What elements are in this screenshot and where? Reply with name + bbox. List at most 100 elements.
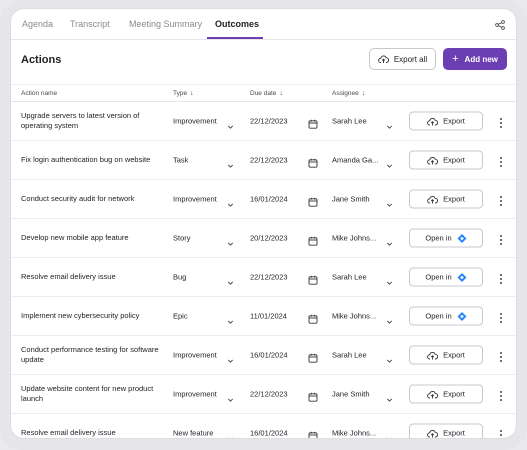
more-options-icon[interactable]: [499, 233, 503, 245]
cloud-upload-icon: [377, 55, 389, 63]
export-button[interactable]: Export: [409, 189, 483, 209]
more-options-icon[interactable]: [499, 389, 503, 401]
due-date-field[interactable]: 16/01/2024: [250, 350, 288, 360]
add-new-label: Add new: [464, 54, 498, 64]
due-date-field[interactable]: 11/01/2024: [250, 311, 287, 321]
due-date-field[interactable]: 22/12/2023: [250, 389, 288, 399]
chevron-down-icon[interactable]: [227, 430, 234, 438]
col-type-label: Type: [173, 90, 188, 97]
type-select[interactable]: Story: [173, 233, 191, 243]
due-date-field[interactable]: 16/01/2024: [250, 428, 288, 438]
calendar-icon[interactable]: [308, 233, 318, 246]
tab-transcript[interactable]: Transcript: [70, 19, 110, 29]
type-select[interactable]: Improvement: [173, 350, 217, 360]
action-name-cell: Fix login authentication bug on website: [21, 155, 151, 164]
due-date-field[interactable]: 20/12/2023: [250, 233, 288, 243]
assignee-select[interactable]: Jane Smith: [332, 194, 370, 204]
col-due-date[interactable]: Due date ↓: [250, 90, 283, 97]
type-select[interactable]: Bug: [173, 272, 187, 282]
more-options-icon[interactable]: [499, 350, 503, 362]
open-in-jira-button[interactable]: Open in: [409, 267, 483, 287]
chevron-down-icon[interactable]: [227, 118, 234, 129]
type-select[interactable]: Task: [173, 155, 189, 165]
export-button[interactable]: Export: [409, 384, 483, 404]
tab-agenda[interactable]: Agenda: [22, 19, 54, 29]
assignee-select[interactable]: Mike Johns...: [332, 311, 377, 321]
assignee-select[interactable]: Amanda Ga...: [332, 155, 379, 165]
more-options-icon[interactable]: [499, 311, 503, 323]
type-select[interactable]: New feature: [173, 428, 214, 438]
row-action-label: Export: [443, 350, 465, 360]
row-action-label: Export: [443, 155, 465, 165]
calendar-icon[interactable]: [308, 194, 318, 207]
tab-outcomes[interactable]: Outcomes: [215, 19, 260, 29]
active-tab-indicator: [207, 37, 263, 39]
more-options-icon[interactable]: [499, 428, 503, 439]
chevron-down-icon[interactable]: [386, 274, 393, 285]
calendar-icon[interactable]: [308, 272, 318, 285]
plus-icon: +: [452, 53, 459, 65]
table-row: Fix login authentication bug on website T…: [11, 141, 516, 180]
calendar-icon[interactable]: [308, 155, 318, 168]
more-options-icon[interactable]: [499, 116, 503, 128]
row-action-label: Export: [443, 389, 465, 399]
add-new-button[interactable]: + Add new: [443, 48, 507, 70]
more-options-icon[interactable]: [499, 272, 503, 284]
more-options-icon[interactable]: [499, 194, 503, 206]
chevron-down-icon[interactable]: [386, 235, 393, 246]
calendar-icon[interactable]: [308, 311, 318, 324]
chevron-down-icon[interactable]: [386, 196, 393, 207]
due-date-field[interactable]: 22/12/2023: [250, 116, 288, 126]
chevron-down-icon[interactable]: [386, 118, 393, 129]
export-button[interactable]: Export: [409, 423, 483, 438]
chevron-down-icon[interactable]: [386, 157, 393, 168]
calendar-icon[interactable]: [308, 350, 318, 363]
row-action-label: Export: [443, 428, 465, 438]
export-all-button[interactable]: Export all: [369, 48, 436, 70]
chevron-down-icon[interactable]: [227, 274, 234, 285]
cloud-upload-icon: [427, 390, 439, 398]
action-name-cell: Resolve email delivery issue: [21, 428, 116, 437]
due-date-field[interactable]: 22/12/2023: [250, 272, 288, 282]
share-icon[interactable]: [495, 20, 505, 30]
due-date-field[interactable]: 22/12/2023: [250, 155, 288, 165]
table-row: Implement new cybersecurity policy Epic 11…: [11, 297, 516, 336]
calendar-icon[interactable]: [308, 428, 318, 438]
export-button[interactable]: Export: [409, 111, 483, 131]
table-row: Resolve email delivery issue Bug 22/12/202…: [11, 258, 516, 297]
chevron-down-icon[interactable]: [227, 196, 234, 207]
action-name-cell: Implement new cybersecurity policy: [21, 311, 140, 320]
assignee-select[interactable]: Sarah Lee: [332, 272, 367, 282]
assignee-select[interactable]: Jane Smith: [332, 389, 370, 399]
col-type[interactable]: Type ↓: [173, 90, 194, 97]
chevron-down-icon[interactable]: [227, 235, 234, 246]
chevron-down-icon[interactable]: [227, 391, 234, 402]
chevron-down-icon[interactable]: [227, 313, 234, 324]
assignee-select[interactable]: Sarah Lee: [332, 350, 367, 360]
type-select[interactable]: Improvement: [173, 389, 217, 399]
chevron-down-icon[interactable]: [227, 157, 234, 168]
assignee-select[interactable]: Mike Johns...: [332, 233, 377, 243]
calendar-icon[interactable]: [308, 389, 318, 402]
export-button[interactable]: Export: [409, 345, 483, 365]
action-name-cell: Conduct performance testing for software…: [21, 345, 159, 364]
open-in-jira-button[interactable]: Open in: [409, 228, 483, 248]
assignee-select[interactable]: Mike Johns...: [332, 428, 377, 438]
chevron-down-icon[interactable]: [227, 352, 234, 363]
chevron-down-icon[interactable]: [386, 352, 393, 363]
type-select[interactable]: Improvement: [173, 116, 217, 126]
col-assignee[interactable]: Assignee ↓: [332, 90, 365, 97]
due-date-field[interactable]: 16/01/2024: [250, 194, 288, 204]
export-button[interactable]: Export: [409, 150, 483, 170]
tab-meeting-summary[interactable]: Meeting Summary: [129, 19, 203, 29]
more-options-icon[interactable]: [499, 155, 503, 167]
outcomes-panel: Agenda Transcript Meeting Summary Outcom…: [10, 8, 517, 439]
type-select[interactable]: Epic: [173, 311, 188, 321]
type-select[interactable]: Improvement: [173, 194, 217, 204]
calendar-icon[interactable]: [308, 116, 318, 129]
chevron-down-icon[interactable]: [386, 391, 393, 402]
assignee-select[interactable]: Sarah Lee: [332, 116, 367, 126]
chevron-down-icon[interactable]: [386, 313, 393, 324]
chevron-down-icon[interactable]: [386, 430, 393, 438]
open-in-jira-button[interactable]: Open in: [409, 306, 483, 326]
